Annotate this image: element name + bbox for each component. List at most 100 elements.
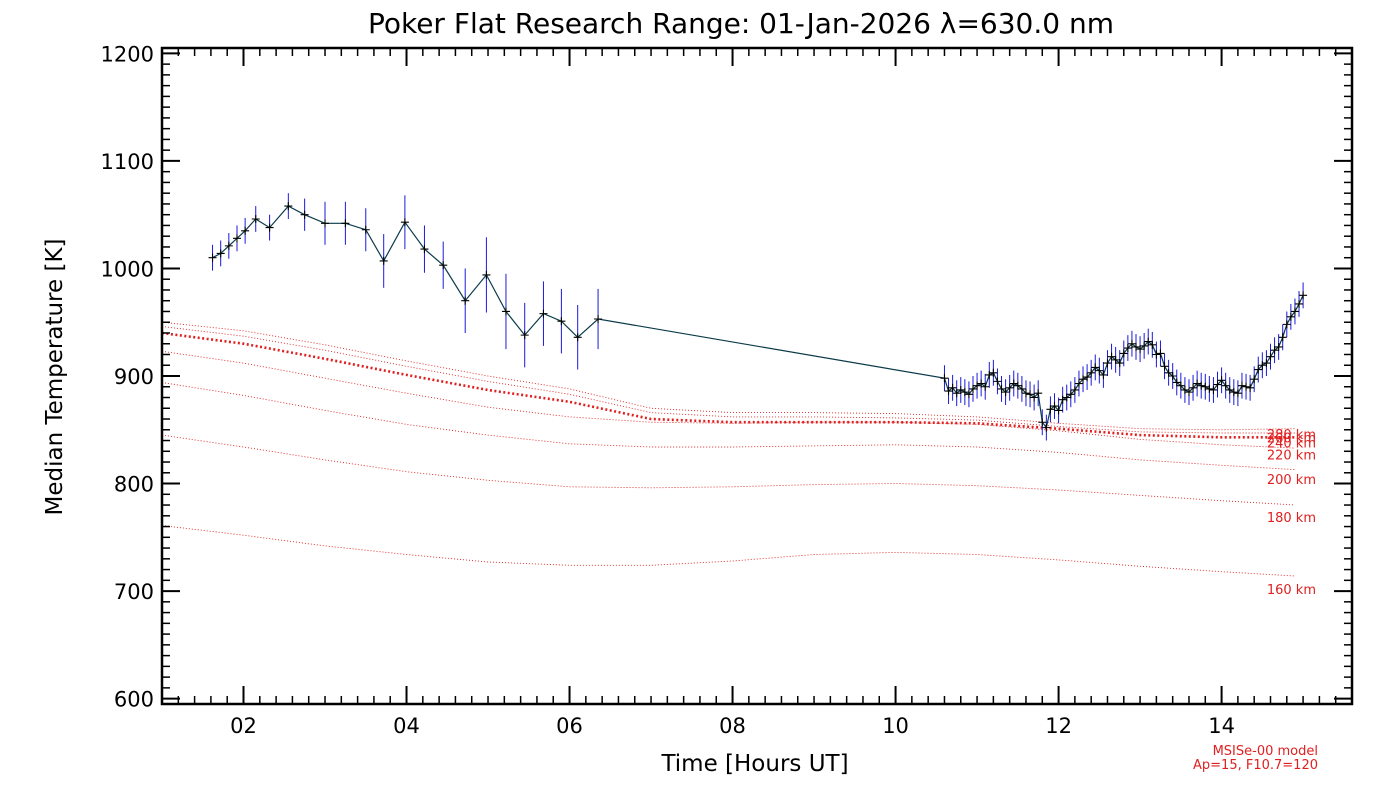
data-point-marker bbox=[1164, 368, 1173, 377]
data-point-marker bbox=[940, 374, 949, 383]
data-point-marker bbox=[482, 270, 491, 279]
model-curve-180-km bbox=[161, 434, 1295, 506]
model-curve-160-km bbox=[161, 525, 1295, 577]
data-point-marker bbox=[241, 226, 250, 235]
data-point-marker bbox=[232, 234, 241, 243]
data-point-marker bbox=[420, 245, 429, 254]
data-point-marker bbox=[1013, 381, 1022, 390]
data-point-marker bbox=[1115, 359, 1124, 368]
data-point-marker bbox=[1079, 375, 1088, 384]
data-point-marker bbox=[1001, 388, 1010, 397]
data-point-marker bbox=[1132, 342, 1141, 351]
model-parameters: Ap=15, F10.7=120 bbox=[1193, 758, 1318, 773]
data-point-marker bbox=[993, 377, 1002, 386]
x-tick-label: 14 bbox=[1208, 714, 1235, 738]
data-point-marker bbox=[1278, 333, 1287, 342]
data-point-marker bbox=[1205, 384, 1214, 393]
model-label-240-km: 240 km bbox=[1267, 437, 1316, 452]
data-point-marker bbox=[1087, 368, 1096, 377]
data-point-marker bbox=[985, 370, 994, 379]
data-point-marker bbox=[968, 384, 977, 393]
data-point-marker bbox=[1225, 385, 1234, 394]
data-point-marker bbox=[1299, 291, 1308, 300]
data-point-marker bbox=[964, 390, 973, 399]
data-point-marker bbox=[1201, 382, 1210, 391]
y-tick-label: 700 bbox=[114, 580, 154, 604]
data-point-marker bbox=[997, 384, 1006, 393]
data-point-marker bbox=[1172, 378, 1181, 387]
data-layer bbox=[208, 193, 1308, 441]
data-point-marker bbox=[1050, 402, 1059, 411]
data-point-marker bbox=[1209, 385, 1218, 394]
tick-layer: 600 700 800 900 1000 1100 1200 02 04 06 08 10 12 14 bbox=[101, 42, 1353, 738]
data-point-marker bbox=[1127, 339, 1136, 348]
data-point-marker bbox=[1229, 388, 1238, 397]
data-point-marker bbox=[1103, 359, 1112, 368]
model-curve-280-km bbox=[161, 321, 1295, 431]
x-tick-label: 02 bbox=[230, 714, 257, 738]
data-point-marker bbox=[1107, 352, 1116, 361]
data-point-marker bbox=[284, 202, 293, 211]
data-point-marker bbox=[208, 253, 217, 262]
data-point-marker bbox=[361, 225, 370, 234]
data-point-marker bbox=[1156, 349, 1165, 358]
data-point-marker bbox=[1270, 346, 1279, 355]
data-point-marker bbox=[1042, 423, 1051, 432]
chart-title: Poker Flat Research Range: 01-Jan-2026 λ… bbox=[368, 7, 1114, 40]
data-point-marker bbox=[1246, 383, 1255, 392]
data-point-marker bbox=[1197, 381, 1206, 390]
data-point-marker bbox=[1074, 379, 1083, 388]
data-point-marker bbox=[1140, 341, 1149, 350]
y-tick-label: 1100 bbox=[101, 150, 154, 174]
data-point-marker bbox=[1237, 381, 1246, 390]
data-point-marker bbox=[1021, 389, 1030, 398]
data-point-marker bbox=[1005, 383, 1014, 392]
data-point-marker bbox=[1123, 344, 1132, 353]
data-point-marker bbox=[573, 333, 582, 342]
data-point-marker bbox=[1017, 384, 1026, 393]
data-point-marker bbox=[1111, 355, 1120, 364]
data-point-marker bbox=[1119, 349, 1128, 358]
data-point-marker bbox=[321, 219, 330, 228]
data-point-marker bbox=[1034, 389, 1043, 398]
data-point-marker bbox=[341, 219, 350, 228]
data-point-marker bbox=[944, 387, 953, 396]
data-point-marker bbox=[1083, 373, 1092, 382]
model-label-180-km: 180 km bbox=[1267, 511, 1316, 526]
data-point-marker bbox=[400, 218, 409, 227]
data-point-marker bbox=[1168, 372, 1177, 380]
data-point-marker bbox=[1193, 379, 1202, 388]
data-point-marker bbox=[1184, 388, 1193, 397]
x-tick-label: 06 bbox=[556, 714, 583, 738]
data-point-marker bbox=[1180, 385, 1189, 394]
data-point-marker bbox=[1070, 385, 1079, 394]
x-tick-label: 12 bbox=[1045, 714, 1072, 738]
model-curve-200-km bbox=[161, 382, 1295, 471]
y-axis-label: Median Temperature [K] bbox=[42, 239, 68, 516]
data-point-marker bbox=[1254, 365, 1263, 374]
data-point-marker bbox=[1148, 340, 1157, 349]
data-point-marker bbox=[216, 249, 225, 258]
data-point-marker bbox=[1160, 362, 1169, 371]
data-point-marker bbox=[977, 379, 986, 388]
data-point-marker bbox=[379, 256, 388, 265]
data-point-marker bbox=[1282, 320, 1291, 329]
model-label-200-km: 200 km bbox=[1267, 473, 1316, 488]
data-point-marker bbox=[1091, 363, 1100, 372]
y-tick-label: 800 bbox=[114, 473, 154, 497]
data-point-marker bbox=[1009, 379, 1018, 388]
data-point-marker bbox=[973, 381, 982, 390]
data-point-marker bbox=[224, 241, 233, 250]
data-point-marker bbox=[1152, 350, 1161, 359]
model-curve-220-km bbox=[161, 350, 1295, 449]
data-point-marker bbox=[1266, 352, 1275, 361]
data-point-marker bbox=[1144, 337, 1153, 346]
y-tick-label: 1000 bbox=[101, 257, 154, 281]
model-curve-260-km bbox=[161, 326, 1295, 434]
data-point-marker bbox=[1274, 342, 1283, 351]
data-point-marker bbox=[461, 296, 470, 305]
data-point-marker bbox=[1058, 395, 1067, 404]
data-point-marker bbox=[960, 388, 969, 397]
data-point-marker bbox=[981, 382, 990, 391]
